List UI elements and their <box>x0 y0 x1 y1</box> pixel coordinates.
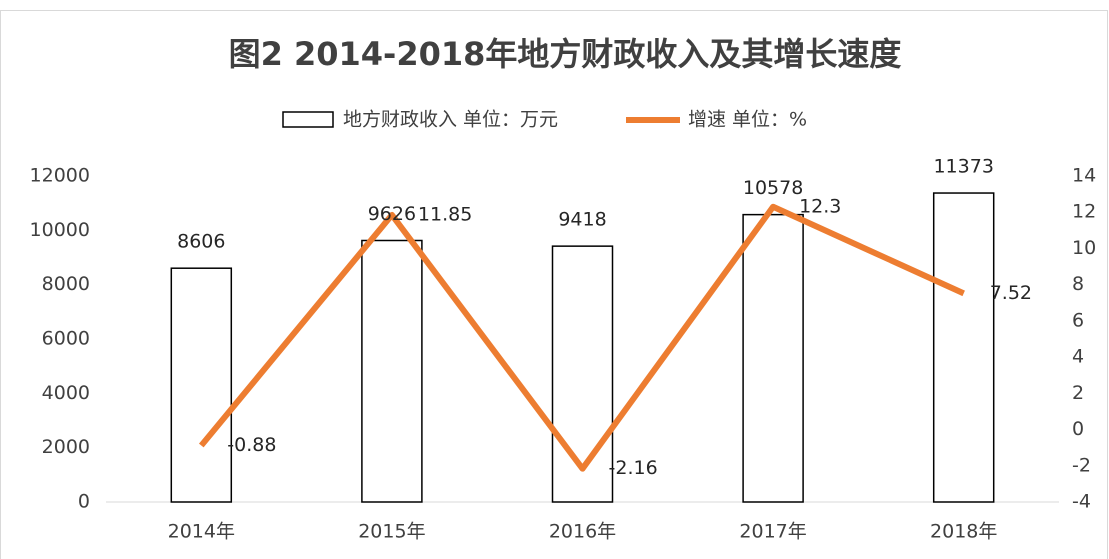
data-label: 8606 <box>177 231 225 253</box>
data-label: 12.3 <box>799 195 841 217</box>
line <box>198 203 965 472</box>
y2-tick-label: -2 <box>1072 454 1091 476</box>
y2-tick-label: 6 <box>1072 309 1084 331</box>
chart-title: 图2 2014-2018年地方财政收入及其增长速度 <box>229 35 902 73</box>
y2-tick-label: -4 <box>1072 491 1091 513</box>
y2-tick-label: 4 <box>1072 346 1084 368</box>
y-tick-label: 10000 <box>30 219 90 241</box>
bar <box>551 245 614 503</box>
y2-tick-label: 0 <box>1072 418 1084 440</box>
y2-tick-label: 12 <box>1072 201 1096 223</box>
x-tick-label: 2018年 <box>930 521 997 543</box>
y-tick-label: 6000 <box>42 328 90 350</box>
bar <box>361 239 423 503</box>
legend-label: 增速 单位：% <box>688 109 807 131</box>
y-tick-label: 12000 <box>30 165 90 187</box>
legend-label: 地方财政收入 单位：万元 <box>343 109 558 131</box>
y2-tick-label: 2 <box>1072 382 1084 404</box>
data-label: 11.85 <box>418 203 472 225</box>
y-tick-label: 2000 <box>42 436 90 458</box>
data-label: 11373 <box>933 156 993 178</box>
data-label: 10578 <box>743 177 803 199</box>
data-label: -2.16 <box>609 457 658 479</box>
bar <box>170 267 233 503</box>
data-label: -0.88 <box>227 434 276 456</box>
x-tick-label: 2014年 <box>168 521 235 543</box>
y2-tick-label: 14 <box>1072 165 1096 187</box>
data-label: 9626 <box>368 203 416 225</box>
y-tick-label: 0 <box>78 491 90 513</box>
y2-tick-label: 10 <box>1072 237 1096 259</box>
bar <box>742 213 804 503</box>
x-tick-label: 2015年 <box>358 521 425 543</box>
x-tick-label: 2017年 <box>739 521 806 543</box>
data-label: 9418 <box>558 209 606 231</box>
x-tick-label: 2016年 <box>549 521 616 543</box>
y-tick-label: 8000 <box>42 273 90 295</box>
y2-tick-label: 8 <box>1072 273 1084 295</box>
data-label: 7.52 <box>990 282 1032 304</box>
legend-swatch <box>282 111 334 128</box>
y-tick-label: 4000 <box>42 382 90 404</box>
bar <box>932 192 995 503</box>
